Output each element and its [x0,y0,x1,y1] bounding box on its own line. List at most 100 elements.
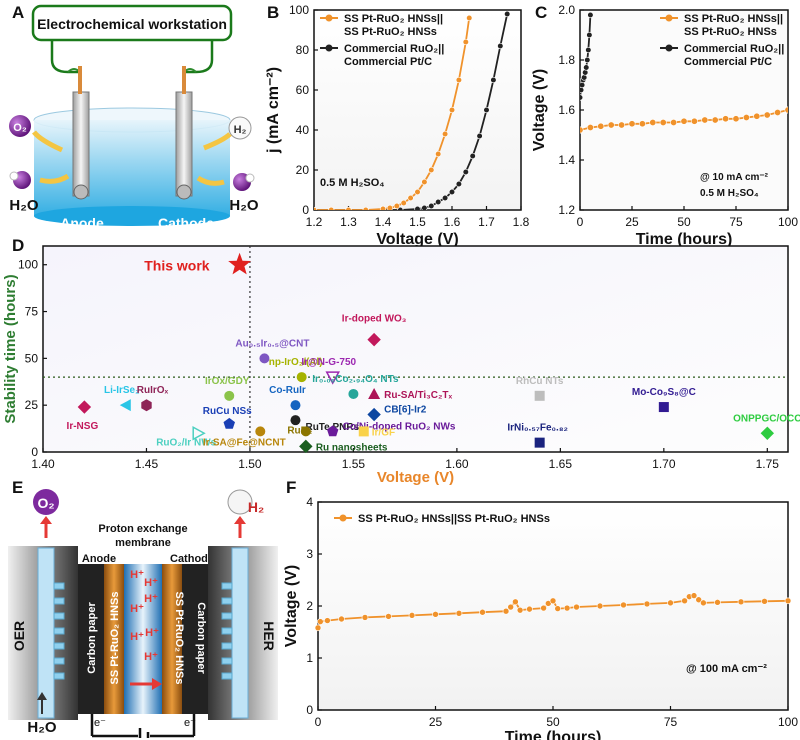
point-label-4: RuO₂/Ir NWs [156,437,216,448]
h2-arrow [203,132,232,151]
x-tick-label: 0 [315,715,322,729]
data-point [580,126,584,134]
data-point [502,607,510,615]
marker-22 [534,437,545,448]
data-point [345,206,352,210]
x-tick-label: 0 [577,215,584,229]
data-point [580,86,585,94]
data-point [314,206,318,210]
data-point [580,81,586,89]
data-point [428,166,435,174]
x-tick-label: 100 [778,715,798,729]
data-point [667,599,674,607]
data-point [345,206,352,210]
legend-b-series1-line2: SS Pt-RuO₂ HNSs [344,26,437,38]
data-point [483,106,490,114]
data-point [722,115,730,123]
h2-molecule-icon [228,116,252,140]
data-point [479,608,486,616]
y-tick-label: 20 [296,163,310,177]
anode-label: Anode [60,215,104,231]
data-point [607,121,615,129]
o2-molecule-icon [9,115,31,137]
electron-label-2: e⁻ [184,717,196,729]
marker-2 [119,399,131,412]
legend-c-series1-line2: SS Pt-RuO₂ HNSs [684,26,777,38]
data-point [753,112,761,120]
h2o-right-label: H₂O [229,197,258,214]
plot-area-c [579,9,789,211]
data-point [414,205,421,210]
point-label-20: Ir-doped WO₃ [342,314,407,325]
legend-f-series1: SS Pt-RuO₂ HNSs||SS Pt-RuO₂ HNSs [358,513,550,525]
point-label-23: Mo-Co₉S₈@C [632,387,696,398]
point-label-12: RuB₂ [287,425,312,436]
marker-10 [290,400,301,411]
data-point [324,617,331,624]
data-point [581,74,588,81]
series-line [317,594,789,629]
catalyst-right [162,564,182,714]
data-point [421,204,428,210]
left-wire [50,40,82,92]
data-point [582,69,589,76]
point-label-14: Ir@N-G-750 [301,357,356,368]
data-point [526,605,533,613]
marker-8 [259,353,270,364]
x-tick-label: 1.2 [306,215,323,229]
o2-bubble-icon [33,489,59,515]
data-point [386,204,393,210]
x-tick-label: 75 [729,215,743,229]
anode-label-e: Anode [82,553,116,565]
data-point [742,114,750,122]
y-tick-label: 0 [302,203,309,217]
data-point [690,117,698,125]
y-tick-label: 1 [306,651,313,665]
data-point [385,613,392,620]
data-point [400,199,407,207]
y-tick-label: 80 [296,43,310,57]
data-point [476,132,483,140]
proton-3: H⁺ [130,603,144,615]
marker-6 [224,390,235,401]
x-axis-label: Voltage (V) [377,469,454,486]
svg-text:H₂: H₂ [234,124,247,136]
data-point [362,206,369,210]
point-label-17: Ru-SA/Ti₃C₂Tₓ [384,390,452,401]
x-tick-label: 1.4 [375,215,392,229]
data-point [685,593,693,600]
cell-liquid [34,120,230,216]
point-label-16: Ir₀.₀₆Co₂.₉₄O₄ NTs [312,374,399,385]
membrane-title-2: membrane [115,537,171,549]
data-point [618,121,626,129]
carbon-paper-right [182,564,208,714]
legend-swatch-marker [339,514,347,522]
legend-b-series2-line2: Commercial Pt/C [344,56,432,68]
panel-letter-b: B [267,3,280,22]
series-line [314,13,509,210]
workstation-box [31,4,233,42]
proton-6: H⁺ [130,631,144,643]
data-point [314,624,322,632]
data-point [638,120,646,128]
x-tick-label: 1.45 [135,457,159,471]
marker-24 [760,426,775,440]
annotation-c-2: 0.5 M H₂SO₄ [700,188,759,199]
point-label-24: ONPPGC/OCC [733,413,800,424]
plot-area-b [313,9,522,211]
data-point [732,115,740,123]
y-tick-label: 0 [31,445,38,459]
series-line [314,17,471,210]
data-point [469,152,476,160]
data-point [455,180,463,188]
carbon-paper-left-label: Carbon paper [86,602,98,674]
point-label-11: RuTe PNRs [305,422,359,433]
panel-letter-c: C [535,3,548,22]
data-point [597,122,605,130]
marker-21 [534,390,545,401]
membrane-title-1: Proton exchange [98,523,187,535]
y-tick-label: 1.6 [558,103,575,117]
data-point [643,600,651,608]
x-axis-label: Time (hours) [636,231,733,248]
x-tick-label: 1.75 [756,457,780,471]
